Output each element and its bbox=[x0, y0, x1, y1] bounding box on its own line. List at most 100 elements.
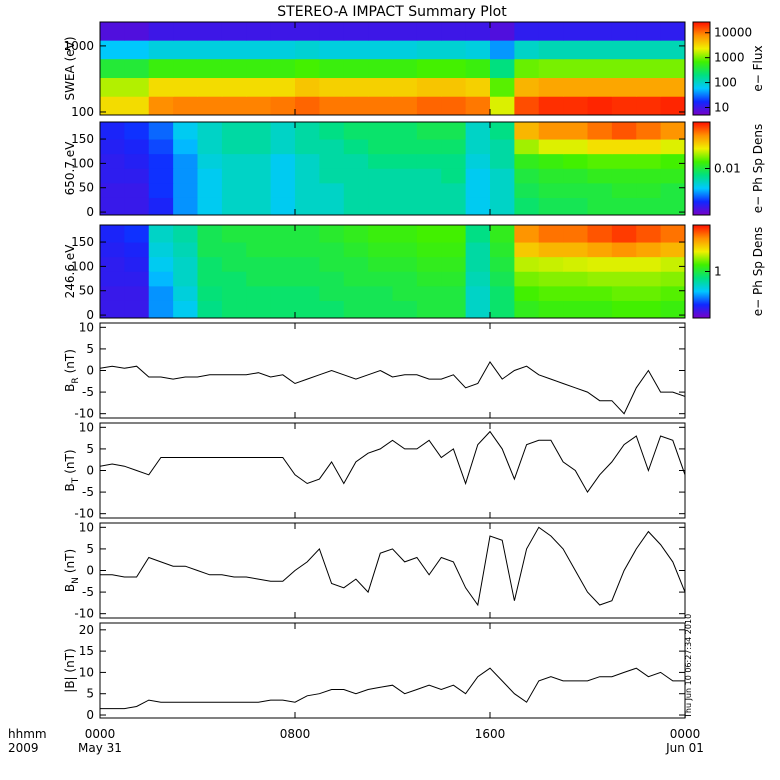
heatmap-cell bbox=[416, 271, 442, 287]
heatmap-cell bbox=[100, 22, 125, 41]
heatmap-cell bbox=[660, 58, 685, 79]
heatmap-cell bbox=[270, 139, 296, 155]
heatmap-cell bbox=[392, 22, 418, 41]
heatmap-cell bbox=[368, 77, 393, 97]
heatmap-cell bbox=[636, 22, 662, 41]
heatmap-cell bbox=[441, 139, 467, 155]
heatmap-cell bbox=[563, 197, 588, 215]
heatmap-cell bbox=[441, 153, 467, 169]
heatmap-cell bbox=[100, 168, 125, 184]
heatmap-cell bbox=[368, 285, 393, 301]
heatmap-cell bbox=[148, 271, 174, 287]
heatmap-cells bbox=[100, 122, 685, 215]
y-tick-label: 5 bbox=[86, 687, 94, 701]
heatmap-cell bbox=[660, 96, 685, 115]
y-tick-label: 0 bbox=[86, 564, 94, 578]
heatmap-cell bbox=[197, 122, 223, 140]
heatmap-cell bbox=[148, 77, 174, 97]
heatmap-cell bbox=[636, 168, 662, 184]
heatmap-cell bbox=[563, 122, 588, 140]
y-tick-label: -10 bbox=[74, 407, 94, 421]
heatmap-cell bbox=[319, 242, 345, 258]
heatmap-cell bbox=[270, 96, 296, 115]
heatmap-cell bbox=[587, 285, 613, 301]
heatmap-cell bbox=[270, 285, 296, 301]
heatmap-cell bbox=[563, 96, 588, 115]
heatmap-cell bbox=[636, 182, 662, 198]
heatmap-cell bbox=[100, 225, 125, 243]
heatmap-cell bbox=[221, 40, 247, 60]
y-tick-label: 0 bbox=[86, 205, 94, 219]
heatmap-cell bbox=[197, 153, 223, 169]
heatmap-cell bbox=[124, 197, 150, 215]
heatmap-cell bbox=[221, 197, 247, 215]
heatmap-cell bbox=[465, 58, 491, 79]
heatmap-cells bbox=[100, 225, 685, 318]
heatmap-cell bbox=[636, 285, 662, 301]
heatmap-cell bbox=[343, 58, 369, 79]
heatmap-cell bbox=[490, 256, 515, 272]
heatmap-cell bbox=[197, 300, 223, 318]
heatmap-cell bbox=[173, 96, 198, 115]
heatmap-cell bbox=[660, 139, 685, 155]
y-axis-label: SWEA (eV) bbox=[63, 36, 77, 100]
heatmap-cell bbox=[441, 22, 467, 41]
heatmap-cell bbox=[100, 153, 125, 169]
heatmap-cell bbox=[319, 58, 345, 79]
y-tick-label: -10 bbox=[74, 507, 94, 521]
heatmap-cell bbox=[368, 40, 393, 60]
heatmap-cell bbox=[514, 139, 540, 155]
heatmap-cell bbox=[148, 22, 174, 41]
y-axis-label: 246.6 eV bbox=[63, 244, 77, 299]
heatmap-cell bbox=[270, 153, 296, 169]
heatmap-cell bbox=[416, 77, 442, 97]
heatmap-cell bbox=[246, 242, 272, 258]
heatmap-cell bbox=[319, 22, 345, 41]
y-label-unit: (nT) bbox=[63, 549, 77, 573]
y-tick-label: 0 bbox=[86, 308, 94, 322]
heatmap-cell bbox=[173, 271, 198, 287]
heatmap-cell bbox=[514, 40, 540, 60]
heatmap-cell bbox=[465, 168, 491, 184]
x-tick-label: 0000 bbox=[85, 727, 116, 741]
heatmap-cell bbox=[343, 197, 369, 215]
heatmap-cell bbox=[124, 122, 150, 140]
heatmap-cell bbox=[124, 139, 150, 155]
heatmap-cell bbox=[538, 271, 564, 287]
heatmap-cell bbox=[221, 58, 247, 79]
heatmap-cell bbox=[465, 256, 491, 272]
heatmap-cell bbox=[221, 122, 247, 140]
heatmap-cell bbox=[148, 40, 174, 60]
colorbar-label: e− Ph Sp Dens bbox=[751, 227, 765, 316]
heatmap-cell bbox=[490, 122, 515, 140]
heatmap-cell bbox=[587, 22, 613, 41]
heatmap-cell bbox=[368, 122, 393, 140]
data-line bbox=[100, 430, 685, 494]
heatmap-cell bbox=[148, 96, 174, 115]
heatmap-cell bbox=[563, 256, 588, 272]
y-label-unit: (nT) bbox=[63, 349, 77, 373]
heatmap-cell bbox=[514, 225, 540, 243]
panel-frame bbox=[99, 322, 686, 419]
heatmap-cell bbox=[173, 58, 198, 79]
y-tick-label: 1000 bbox=[63, 39, 94, 53]
heatmap-cell bbox=[197, 271, 223, 287]
heatmap-cell bbox=[270, 58, 296, 79]
heatmap-cell bbox=[124, 242, 150, 258]
heatmap-cell bbox=[100, 197, 125, 215]
heatmap-cell bbox=[295, 182, 320, 198]
heatmap-cell bbox=[636, 300, 662, 318]
heatmap-cell bbox=[221, 168, 247, 184]
heatmap-cell bbox=[441, 285, 467, 301]
y-tick-label: 0 bbox=[86, 708, 94, 722]
heatmap-cell bbox=[636, 40, 662, 60]
heatmap-cell bbox=[465, 242, 491, 258]
heatmap-cell bbox=[197, 242, 223, 258]
heatmap-cell bbox=[660, 182, 685, 198]
heatmap-cell bbox=[100, 139, 125, 155]
heatmap-cell bbox=[514, 197, 540, 215]
heatmap-cell bbox=[270, 122, 296, 140]
heatmap-cell bbox=[538, 242, 564, 258]
heatmap-cell bbox=[587, 300, 613, 318]
colorbar-label: e− Ph Sp Dens bbox=[751, 124, 765, 213]
